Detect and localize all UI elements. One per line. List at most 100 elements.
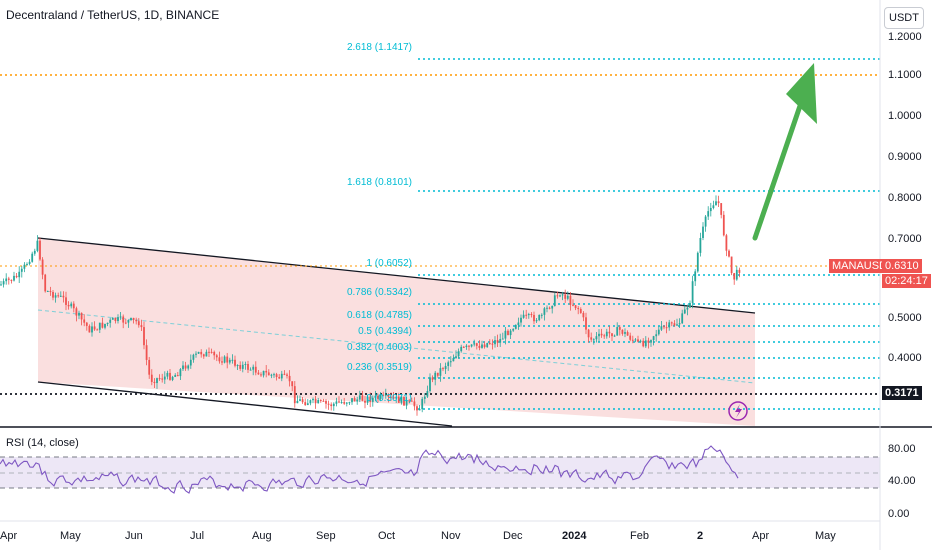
candle-body (114, 317, 117, 322)
candle-body (356, 399, 359, 402)
candle-body (239, 365, 242, 369)
candle-body (345, 402, 348, 404)
candle-body (280, 373, 283, 379)
lightning-icon[interactable] (728, 401, 748, 421)
candle-body (197, 351, 200, 354)
candle-body (343, 402, 346, 404)
candle-body (613, 335, 616, 337)
candle-body (124, 322, 127, 324)
time-tick: 2024 (562, 530, 587, 542)
candle-body (257, 372, 260, 375)
candle-body (725, 235, 728, 251)
time-tick: Jul (190, 530, 205, 542)
candle-body (421, 398, 424, 410)
candle-body (681, 313, 684, 324)
descending-channel-fill (38, 238, 755, 426)
candle-body (156, 378, 158, 384)
candle-body (707, 211, 710, 217)
candle-body (592, 339, 595, 341)
candle-body (244, 363, 247, 365)
time-tick: Sep (316, 530, 336, 542)
candle-body (496, 340, 499, 343)
rsi-tick: 80.00 (888, 443, 916, 455)
candle-body (616, 327, 619, 336)
symbol-tag: MANAUSDT (829, 259, 897, 273)
candle-body (104, 323, 106, 328)
rsi-line (0, 445, 739, 494)
candle-body (20, 268, 23, 272)
candle-body (5, 278, 8, 282)
candle-body (522, 314, 525, 318)
candle-body (590, 337, 593, 340)
candle-body (483, 344, 486, 348)
candle-body (699, 238, 702, 253)
candle-body (668, 322, 671, 328)
candle-body (582, 312, 585, 318)
candle-body (49, 291, 52, 293)
candle-body (704, 216, 707, 227)
currency-button[interactable]: USDT (884, 7, 924, 29)
candle-body (473, 343, 476, 345)
fib-label: 0.5 (0.4394) (358, 326, 412, 337)
candle-body (44, 274, 47, 292)
candle-body (236, 365, 239, 367)
candle-body (696, 252, 699, 272)
candle-body (709, 207, 712, 212)
rsi-tick: 0.00 (888, 508, 910, 520)
candle-body (517, 322, 520, 326)
candle-body (213, 351, 216, 356)
candle-body (423, 396, 426, 399)
candle-body (413, 401, 416, 407)
candle-body (686, 307, 689, 310)
candle-body (434, 372, 437, 380)
candle-body (382, 394, 385, 396)
candle-body (538, 314, 541, 321)
candle-body (18, 271, 21, 278)
candle-body (548, 307, 551, 309)
candle-body (387, 394, 390, 397)
candle-body (270, 374, 273, 376)
candle-body (442, 368, 444, 370)
time-tick: May (815, 530, 836, 542)
time-tick: Dec (503, 530, 523, 542)
candle-body (65, 297, 67, 305)
candle-body (85, 322, 88, 326)
candle-body (533, 314, 535, 322)
candle-body (611, 333, 613, 337)
candle-body (621, 329, 624, 334)
candle-body (327, 403, 330, 405)
rsi-label: RSI (14, close) (6, 437, 79, 449)
candle-body (371, 397, 374, 402)
candle-body (598, 333, 600, 337)
candle-body (31, 253, 34, 262)
candle-body (218, 357, 221, 362)
candle-body (509, 330, 512, 336)
candle-body (702, 226, 704, 239)
candle-body (486, 343, 489, 348)
candle-body (57, 295, 60, 297)
candle-body (348, 402, 351, 404)
candle-body (171, 376, 174, 380)
candle-body (429, 377, 431, 392)
candle-body (205, 351, 208, 357)
candle-body (153, 381, 156, 384)
candle-body (72, 303, 75, 309)
candle-body (431, 377, 434, 380)
candle-body (288, 375, 291, 382)
candle-body (553, 295, 556, 306)
candle-body (390, 396, 392, 398)
candle-body (332, 403, 335, 407)
candle-body (694, 271, 697, 282)
candle-body (221, 361, 223, 363)
candle-body (579, 309, 582, 313)
price-tick: 0.4000 (888, 352, 922, 364)
candle-body (418, 409, 421, 411)
candle-body (629, 335, 632, 340)
candle-body (512, 328, 515, 331)
candle-body (673, 323, 676, 326)
candle-body (241, 364, 244, 369)
candle-body (163, 376, 166, 380)
candle-body (647, 340, 650, 343)
candle-body (608, 331, 611, 334)
